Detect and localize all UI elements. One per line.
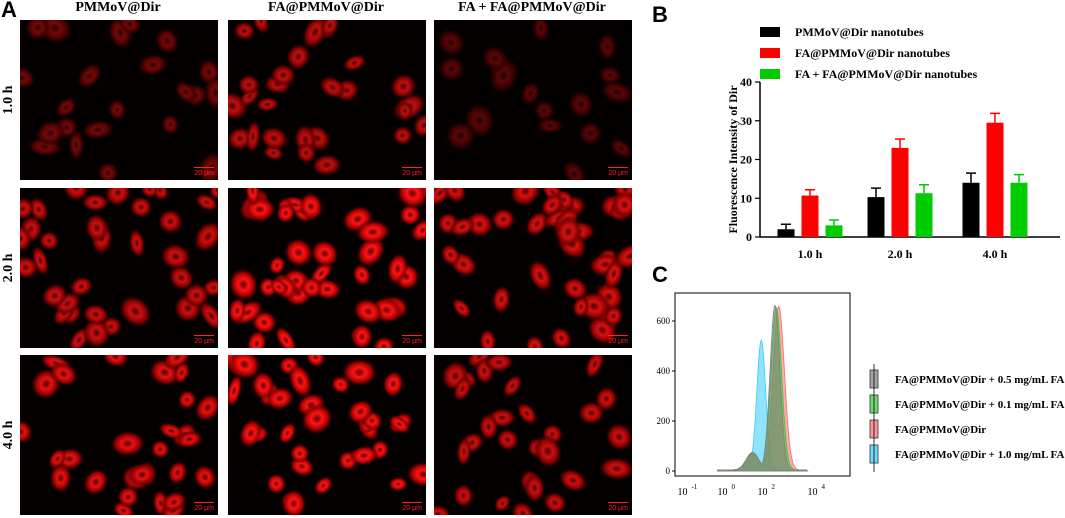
y-tick-label: 30 <box>740 114 752 128</box>
row-header-1: 1.0 h <box>1 85 16 115</box>
x-tick-label: 10 <box>808 487 818 498</box>
legend: PMMoV@Dir nanotubes FA@PMMoV@Dir nanotube… <box>760 25 977 81</box>
bar <box>801 195 819 237</box>
micrograph-r2-c2: 20 μm <box>228 188 426 348</box>
micrograph-r1-c2: 20 μm <box>228 20 426 180</box>
histogram-series <box>717 305 809 472</box>
legend-swatch-3 <box>760 69 780 79</box>
column-header-2: FA@PMMoV@Dir <box>268 0 384 15</box>
histogram-series <box>717 339 809 472</box>
micrograph-r2-c3: 20 μm <box>434 188 632 348</box>
legend-label-1: PMMoV@Dir nanotubes <box>795 25 924 39</box>
column-header-1: PMMoV@Dir <box>75 0 161 15</box>
x-tick-exponent: -1 <box>692 483 698 491</box>
scale-bar: 20 μm <box>194 335 214 345</box>
bar <box>867 197 885 237</box>
bar <box>1010 182 1028 237</box>
y-axis-label: Fluorescence Intensity of Dir <box>726 85 740 234</box>
error-bar <box>966 172 976 183</box>
x-tick-label: 10 <box>678 487 688 498</box>
histogram-legend: FA@PMMoV@Dir + 0.5 mg/mL FA FA@PMMoV@Dir … <box>869 364 1064 472</box>
row-header-2: 2.0 h <box>1 253 16 283</box>
bar <box>915 193 933 237</box>
column-header-3: FA + FA@PMMoV@Dir <box>458 0 606 15</box>
legend-swatch-2 <box>760 48 780 58</box>
micrograph-r1-c1: 20 μm <box>20 20 218 180</box>
bar <box>891 147 909 237</box>
x-tick-label: 2.0 h <box>888 247 913 261</box>
scale-bar: 20 μm <box>402 167 422 177</box>
x-tick-exponent: 2 <box>772 483 776 491</box>
micrograph-r1-c3: 20 μm <box>434 20 632 180</box>
bars <box>777 112 1028 237</box>
panel-b-letter: B <box>652 2 668 27</box>
error-bar <box>990 112 1000 123</box>
bar <box>777 229 795 237</box>
legend-label-3: FA@PMMoV@Dir <box>895 424 986 436</box>
y-tick-label: 20 <box>740 153 752 167</box>
x-tick-label: 1.0 h <box>798 247 823 261</box>
x-tick-exponent: 4 <box>822 483 826 491</box>
error-bar <box>1014 173 1024 183</box>
legend-label-2: FA@PMMoV@Dir nanotubes <box>795 46 950 60</box>
y-tick-label: 0 <box>746 230 752 244</box>
y-tick-label: 10 <box>740 191 752 205</box>
row-header-3: 4.0 h <box>1 420 16 450</box>
bar-chart: PMMoV@Dir nanotubes FA@PMMoV@Dir nanotube… <box>726 25 1060 261</box>
y-tick-label: 400 <box>657 366 671 376</box>
error-bar <box>871 187 881 198</box>
scale-bar: 20 μm <box>608 502 628 512</box>
x-tick-exponent: 0 <box>732 483 736 491</box>
scale-bar: 20 μm <box>194 167 214 177</box>
error-bar <box>895 138 905 148</box>
bar <box>986 122 1004 237</box>
error-bar <box>805 188 815 196</box>
x-tick-label: 10 <box>718 487 728 498</box>
legend-label-3: FA + FA@PMMoV@Dir nanotubes <box>795 67 977 81</box>
micrograph-r3-c1: 20 μm <box>20 355 218 515</box>
plot-frame <box>674 292 851 477</box>
error-bar <box>781 223 791 230</box>
scale-bar: 20 μm <box>402 502 422 512</box>
y-tick-label: 0 <box>666 466 671 476</box>
error-bar <box>919 183 929 194</box>
bar <box>962 182 980 237</box>
scale-bar: 20 μm <box>608 335 628 345</box>
micrograph-r3-c2: 20 μm <box>228 355 426 515</box>
scale-bar: 20 μm <box>608 167 628 177</box>
micrograph-r2-c1: 20 μm <box>20 188 218 348</box>
y-tick-label: 40 <box>740 75 752 89</box>
x-tick-label: 4.0 h <box>983 247 1008 261</box>
scale-bar: 20 μm <box>194 502 214 512</box>
error-bar <box>829 219 839 226</box>
legend-swatch-1 <box>760 27 780 37</box>
legend-label-2: FA@PMMoV@Dir + 0.1 mg/mL FA <box>895 399 1064 411</box>
legend-label-1: FA@PMMoV@Dir + 0.5 mg/mL FA <box>895 374 1064 386</box>
scale-bar: 20 μm <box>402 335 422 345</box>
legend-label-4: FA@PMMoV@Dir + 1.0 mg/mL FA <box>895 449 1064 461</box>
micrograph-r3-c3: 20 μm <box>434 355 632 515</box>
panel-c-letter: C <box>652 262 668 287</box>
y-tick-label: 600 <box>657 316 671 326</box>
x-tick-label: 10 <box>758 487 768 498</box>
bar <box>825 225 843 237</box>
panel-a-letter: A <box>1 0 17 22</box>
y-tick-label: 200 <box>657 416 671 426</box>
